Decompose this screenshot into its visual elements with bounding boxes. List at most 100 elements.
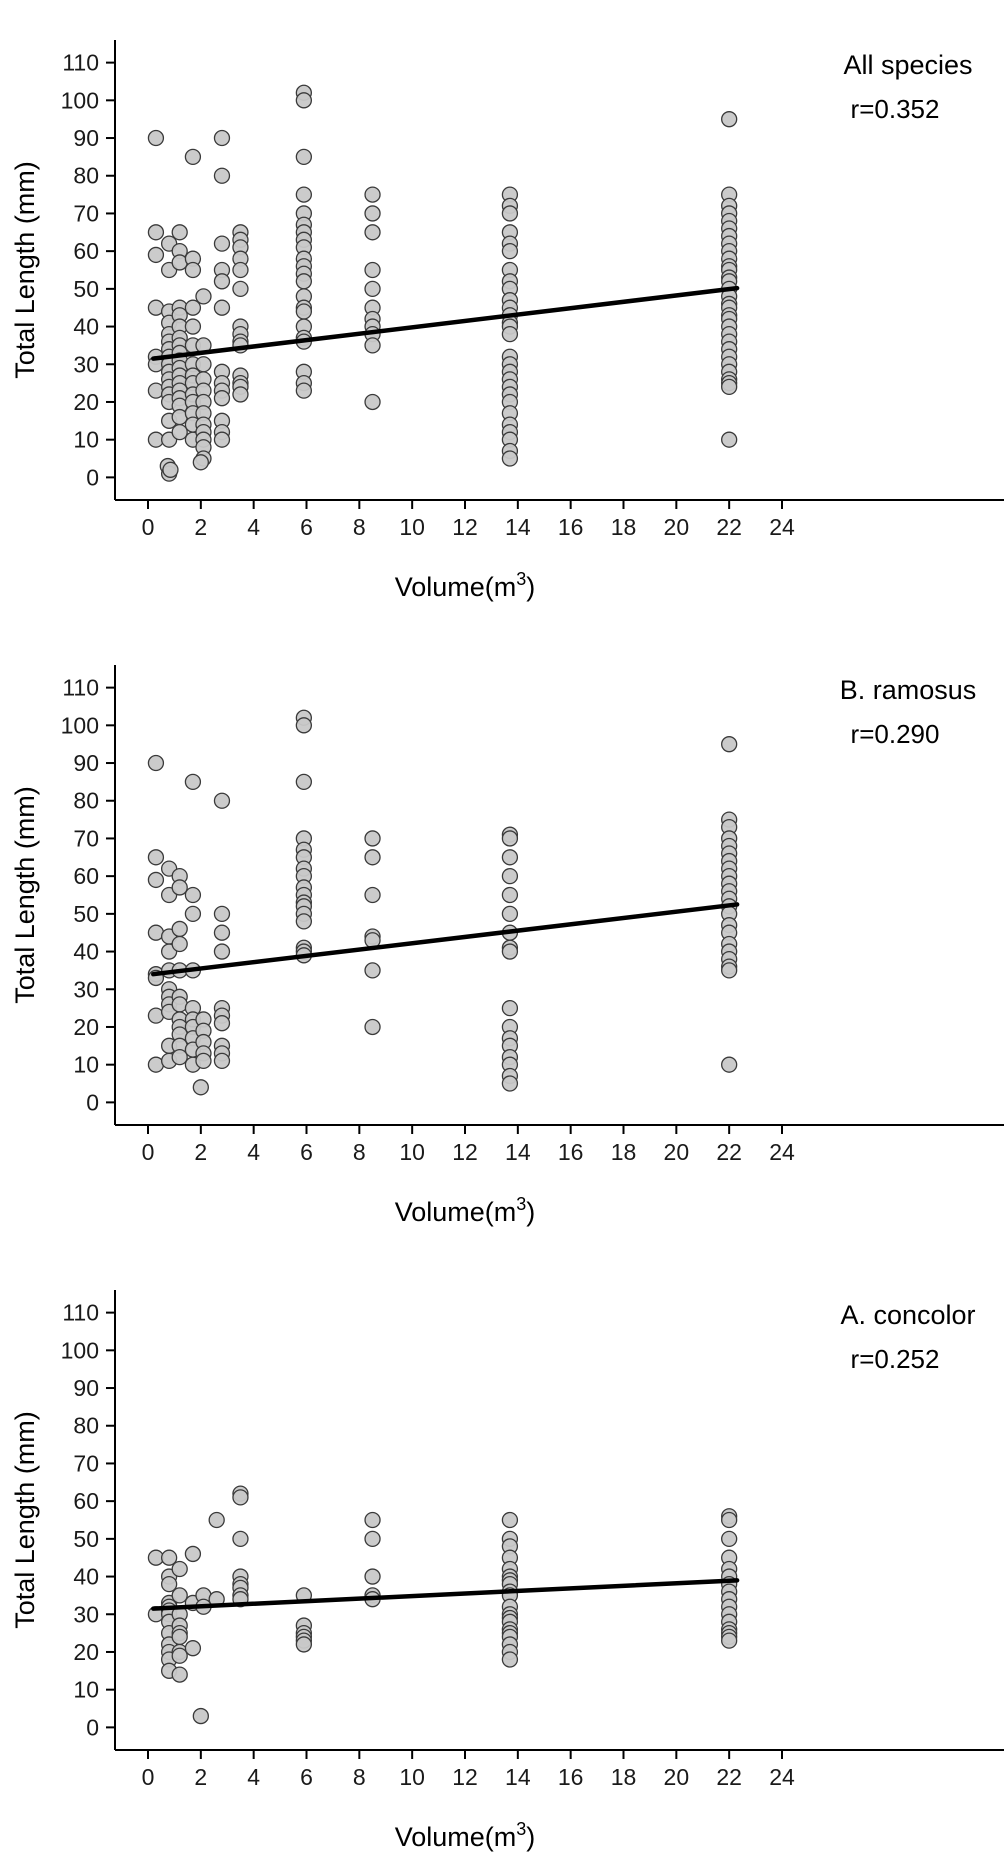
y-tick-label: 110 bbox=[62, 50, 99, 76]
y-tick-label: 90 bbox=[73, 750, 99, 776]
x-tick-label: 0 bbox=[142, 514, 155, 540]
y-tick-label: 110 bbox=[62, 675, 99, 701]
x-tick-label: 20 bbox=[664, 1764, 690, 1790]
data-point bbox=[364, 1018, 381, 1036]
x-tick-label: 22 bbox=[716, 514, 742, 540]
data-point bbox=[501, 205, 519, 222]
y-tick-label: 50 bbox=[73, 901, 99, 927]
data-point bbox=[184, 886, 202, 904]
x-tick-label: 4 bbox=[247, 1139, 260, 1165]
x-tick-label: 20 bbox=[664, 1139, 690, 1165]
y-tick-label: 40 bbox=[73, 314, 99, 340]
data-point bbox=[232, 386, 249, 403]
data-point bbox=[364, 886, 381, 904]
data-point bbox=[192, 454, 209, 471]
x-tick-label: 12 bbox=[452, 1139, 478, 1165]
x-axis-title: Volume(m3) bbox=[395, 569, 536, 602]
data-point bbox=[184, 773, 202, 791]
x-tick-label: 6 bbox=[300, 1139, 313, 1165]
data-point bbox=[364, 849, 381, 866]
r-annotation: r=0.252 bbox=[851, 1344, 940, 1374]
y-tick-label: 30 bbox=[73, 976, 99, 1002]
y-tick-label: 80 bbox=[73, 1413, 99, 1439]
x-tick-label: 2 bbox=[194, 514, 207, 540]
x-tick-label: 22 bbox=[716, 1764, 742, 1790]
y-tick-label: 0 bbox=[86, 1714, 99, 1740]
data-point bbox=[501, 1075, 519, 1092]
data-point bbox=[501, 943, 519, 960]
data-point bbox=[147, 849, 165, 866]
x-tick-label: 4 bbox=[247, 514, 260, 540]
data-point bbox=[364, 224, 381, 241]
y-tick-label: 100 bbox=[61, 87, 99, 113]
y-tick-label: 40 bbox=[73, 939, 99, 965]
data-point bbox=[295, 92, 313, 109]
regression-line bbox=[151, 285, 740, 361]
species-annotation: A. concolor bbox=[840, 1300, 975, 1330]
data-point bbox=[501, 886, 519, 904]
y-tick-label: 40 bbox=[73, 1564, 99, 1590]
x-tick-label: 18 bbox=[611, 514, 637, 540]
data-point bbox=[721, 1056, 738, 1073]
y-tick-label: 100 bbox=[61, 712, 99, 738]
data-point bbox=[213, 431, 231, 448]
panel-all-species: 0 2 4 6 8 10 12 14 16 18 20 22 24 0 10 20 30 40 50 60 70 80 90… bbox=[0, 0, 1004, 625]
y-axis-title: Total Length (mm) bbox=[10, 786, 40, 1004]
data-point bbox=[213, 1015, 231, 1032]
data-point bbox=[213, 273, 231, 290]
data-point bbox=[364, 393, 381, 411]
data-point bbox=[364, 1568, 381, 1585]
data-point bbox=[364, 962, 381, 979]
data-point bbox=[184, 148, 202, 166]
data-point bbox=[171, 1560, 188, 1578]
y-tick-label: 10 bbox=[73, 1677, 99, 1703]
x-tick-label: 10 bbox=[399, 1139, 425, 1165]
data-point bbox=[501, 849, 519, 866]
data-point bbox=[213, 390, 231, 407]
data-point bbox=[721, 1511, 738, 1529]
data-point bbox=[232, 1530, 249, 1548]
x-tick-label: 16 bbox=[558, 1764, 584, 1790]
y-tick-label: 80 bbox=[73, 788, 99, 814]
x-axis-title: Volume(m3) bbox=[395, 1819, 536, 1852]
x-tick-label: 18 bbox=[611, 1764, 637, 1790]
data-point bbox=[147, 754, 165, 772]
panel-b-ramosus: 0 2 4 6 8 10 12 14 16 18 20 22 24 0 10 20 30 40 50 60 70 80 90… bbox=[0, 625, 1004, 1250]
data-point bbox=[295, 382, 313, 399]
y-tick-label: 70 bbox=[73, 825, 99, 851]
y-tick-label: 0 bbox=[86, 464, 99, 490]
y-tick-label: 100 bbox=[61, 1337, 99, 1363]
data-point bbox=[213, 943, 231, 960]
data-point bbox=[171, 1587, 188, 1604]
x-tick-label: 6 bbox=[300, 1764, 313, 1790]
x-tick-label: 8 bbox=[353, 1764, 366, 1790]
data-point bbox=[171, 935, 188, 953]
x-tick-label: 24 bbox=[769, 1139, 795, 1165]
x-tick-label: 18 bbox=[611, 1139, 637, 1165]
y-tick-label: 70 bbox=[73, 200, 99, 226]
data-point bbox=[213, 792, 231, 809]
data-point bbox=[295, 913, 313, 930]
data-point bbox=[208, 1511, 225, 1529]
data-point bbox=[364, 205, 381, 222]
data-point bbox=[364, 1511, 381, 1529]
data-point bbox=[195, 1052, 212, 1070]
chart-a-concolor: 0 2 4 6 8 10 12 14 16 18 20 22 240102030405060708090… bbox=[10, 1290, 1004, 1852]
x-tick-label: 10 bbox=[399, 514, 425, 540]
r-annotation: r=0.290 bbox=[851, 719, 940, 749]
y-tick-label: 90 bbox=[73, 125, 99, 151]
data-point bbox=[184, 299, 202, 316]
x-tick-label: 6 bbox=[300, 514, 313, 540]
data-point bbox=[213, 167, 231, 184]
data-point bbox=[184, 1640, 202, 1657]
data-point bbox=[232, 1489, 249, 1506]
y-tick-label: 10 bbox=[73, 427, 99, 453]
data-point bbox=[147, 129, 165, 147]
y-tick-label: 50 bbox=[73, 1526, 99, 1552]
x-tick-label: 24 bbox=[769, 1764, 795, 1790]
y-tick-label: 20 bbox=[73, 1014, 99, 1040]
data-point bbox=[364, 261, 381, 279]
data-point bbox=[195, 288, 212, 305]
y-tick-label: 110 bbox=[62, 1300, 99, 1326]
